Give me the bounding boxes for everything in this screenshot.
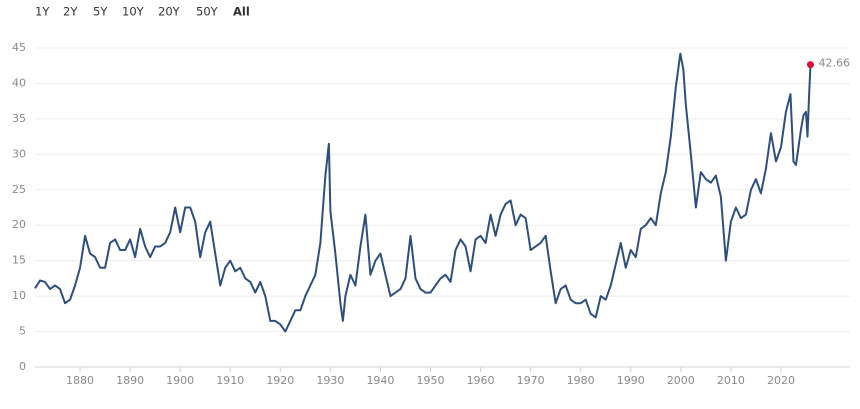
x-tick-label: 1970 (517, 374, 545, 387)
x-tick-label: 1890 (116, 374, 144, 387)
range-button[interactable]: 1Y (35, 5, 50, 19)
x-tick-label: 1980 (567, 374, 595, 387)
x-tick-label: 1900 (166, 374, 194, 387)
x-tick-label: 1940 (366, 374, 394, 387)
y-tick-label: 30 (12, 147, 26, 160)
y-tick-label: 5 (19, 325, 26, 338)
x-tick-label: 1990 (617, 374, 645, 387)
range-button[interactable]: 10Y (122, 5, 145, 19)
y-tick-label: 25 (12, 183, 26, 196)
y-tick-label: 0 (19, 360, 26, 373)
x-tick-label: 1950 (417, 374, 445, 387)
end-value-label: 42.66 (818, 57, 850, 70)
range-button[interactable]: All (233, 5, 250, 19)
y-tick-label: 10 (12, 289, 26, 302)
x-tick-label: 2010 (717, 374, 745, 387)
y-tick-label: 40 (12, 76, 26, 89)
x-tick-label: 1930 (316, 374, 344, 387)
x-tick-label: 1910 (216, 374, 244, 387)
range-button[interactable]: 2Y (63, 5, 78, 19)
range-button[interactable]: 20Y (158, 5, 181, 19)
x-tick-label: 1960 (467, 374, 495, 387)
x-tick-label: 2020 (767, 374, 795, 387)
y-tick-label: 20 (12, 218, 26, 231)
series-line (34, 52, 812, 333)
y-tick-label: 45 (12, 41, 26, 54)
range-button[interactable]: 50Y (196, 5, 219, 19)
end-marker (806, 61, 814, 69)
y-tick-label: 35 (12, 112, 26, 125)
x-tick-label: 2000 (667, 374, 695, 387)
range-button[interactable]: 5Y (93, 5, 108, 19)
x-tick-label: 1880 (66, 374, 94, 387)
y-tick-label: 15 (12, 254, 26, 267)
x-tick-label: 1920 (266, 374, 294, 387)
